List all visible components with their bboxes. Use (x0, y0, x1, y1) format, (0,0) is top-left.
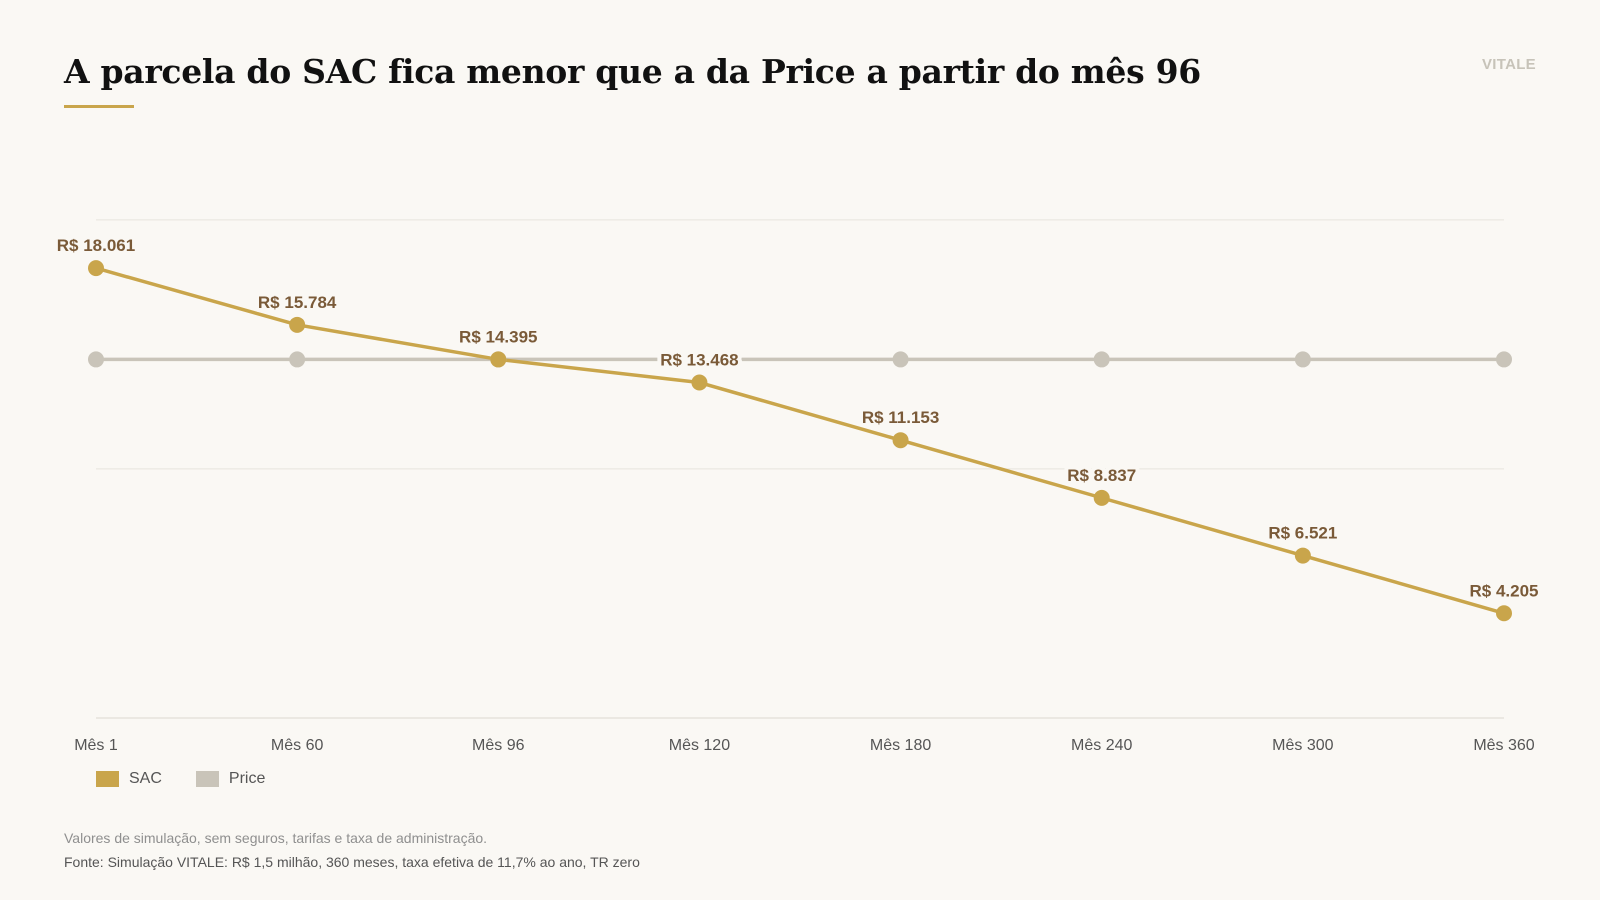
data-point-sac (289, 316, 306, 333)
x-tick-label: Mês 360 (1473, 737, 1534, 754)
title-underline (64, 105, 134, 108)
data-label-sac: R$ 14.395 (459, 327, 537, 346)
chart-legend: SAC Price (96, 770, 299, 788)
x-tick-label: Mês 96 (472, 737, 525, 754)
legend-item-price: Price (195, 770, 266, 788)
data-point-price (892, 351, 909, 368)
data-point-sac (1496, 605, 1512, 622)
data-point-price (1093, 351, 1110, 368)
data-point-price (289, 351, 306, 368)
legend-swatch-sac (96, 771, 119, 787)
brand-logo: VITALE (1481, 56, 1536, 73)
data-point-sac (1294, 547, 1311, 564)
legend-label-price: Price (228, 770, 266, 787)
data-label-sac: R$ 6.521 (1268, 524, 1337, 543)
chart-title: A parcela do SAC fica menor que a da Pri… (64, 52, 1201, 91)
x-tick-label: Mês 240 (1071, 737, 1132, 754)
data-label-sac: R$ 13.468 (660, 351, 738, 370)
x-tick-label: Mês 1 (74, 737, 118, 754)
legend-item-sac: SAC (96, 770, 162, 788)
data-point-sac (1093, 489, 1110, 506)
x-tick-label: Mês 60 (271, 737, 324, 754)
data-point-price (88, 351, 104, 368)
legend-label-sac: SAC (129, 770, 162, 787)
data-point-sac (892, 432, 909, 449)
data-label-sac: R$ 11.153 (862, 408, 940, 427)
series-line-sac (94, 266, 1506, 616)
data-point-price (1496, 351, 1512, 368)
x-tick-label: Mês 120 (669, 737, 730, 754)
data-label-sac: R$ 4.205 (1470, 581, 1539, 600)
x-tick-label: Mês 300 (1272, 737, 1333, 754)
data-point-price (1294, 351, 1311, 368)
footnote: Valores de simulação, sem seguros, tarif… (64, 830, 488, 846)
data-label-sac: R$ 8.837 (1067, 466, 1136, 485)
data-point-sac (691, 374, 708, 391)
data-point-price (691, 351, 708, 368)
data-label-sac: R$ 18.061 (57, 236, 135, 255)
legend-swatch-price (195, 771, 219, 787)
source-note: Fonte: Simulação VITALE: R$ 1,5 milhão, … (64, 854, 640, 870)
x-tick-label: Mês 180 (870, 737, 931, 754)
data-label-sac: R$ 15.784 (258, 293, 337, 312)
data-point-sac (490, 351, 507, 368)
data-point-sac (88, 260, 104, 277)
